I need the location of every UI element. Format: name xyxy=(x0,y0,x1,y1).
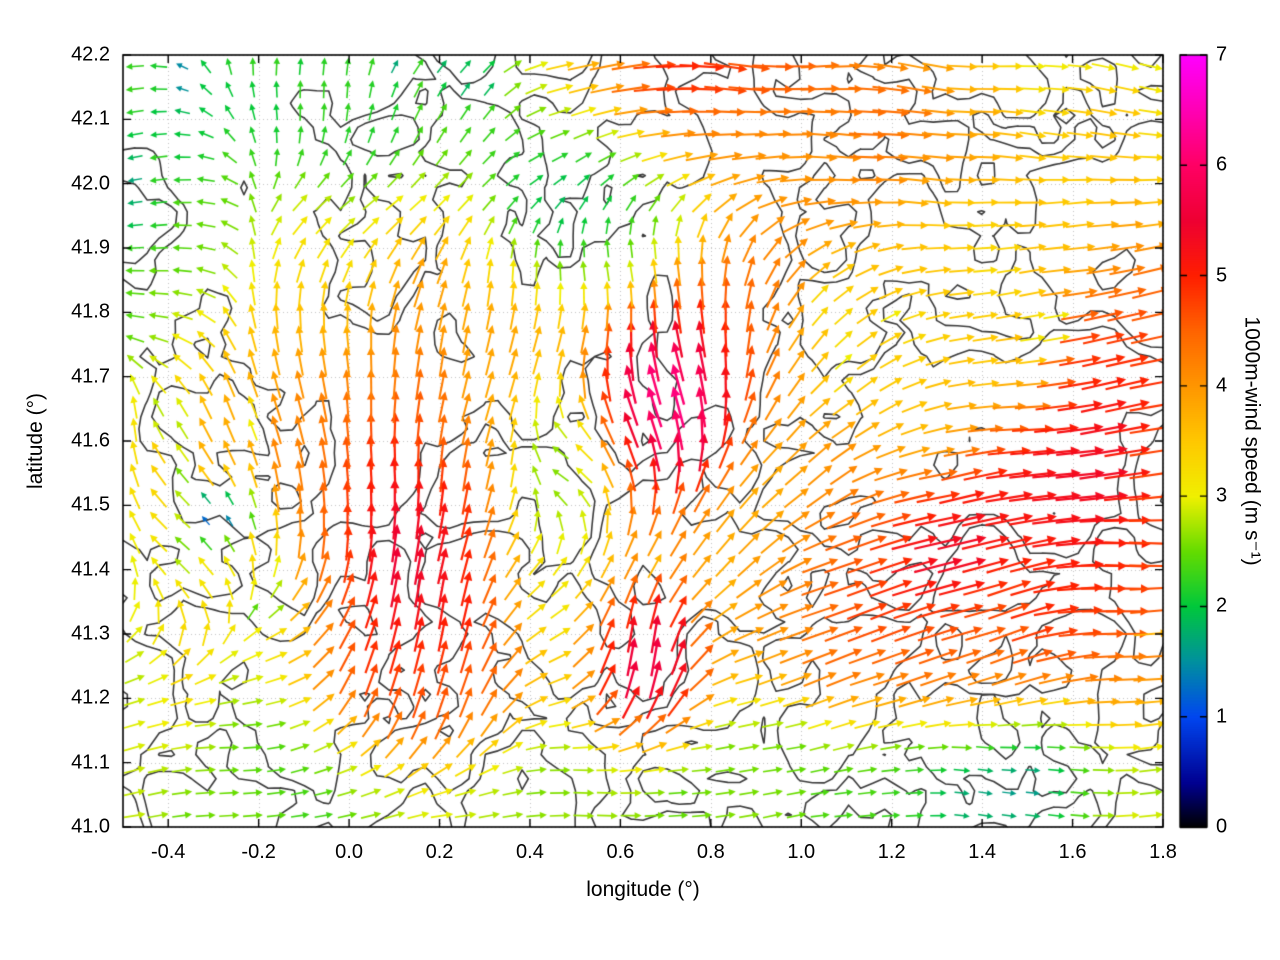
colorbar-tick-label: 0 xyxy=(1216,815,1228,838)
y-tick-label: 41.8 xyxy=(71,300,110,323)
colorbar-tick-label: 2 xyxy=(1216,594,1228,617)
y-axis-label: latitude (°) xyxy=(24,393,47,489)
x-axis-label: longitude (°) xyxy=(586,878,700,901)
y-tick-label: 41.1 xyxy=(71,751,110,774)
y-tick-label: 42.1 xyxy=(71,107,110,130)
x-tick-label: -0.4 xyxy=(150,841,186,863)
y-tick-label: 42.0 xyxy=(71,172,110,195)
y-tick-label: 41.0 xyxy=(71,815,110,838)
colorbar-tick-label: 4 xyxy=(1216,374,1228,397)
x-tick-label: 0.2 xyxy=(425,841,454,863)
x-tick-label: 1.6 xyxy=(1058,841,1087,863)
y-tick-label: 41.3 xyxy=(71,622,110,645)
x-tick-label: 0.4 xyxy=(516,841,544,863)
y-tick-label: 41.6 xyxy=(71,429,110,452)
colorbar-label: 1000m-wind speed (m s⁻¹) xyxy=(1240,316,1264,566)
y-tick-label: 41.9 xyxy=(71,236,110,259)
y-tick-label: 41.2 xyxy=(71,686,110,709)
y-tick-label: 41.7 xyxy=(71,365,110,388)
y-tick-label: 42.2 xyxy=(71,43,110,66)
colorbar-tick-label: 1 xyxy=(1216,705,1228,728)
x-tick-label: 1.0 xyxy=(787,841,816,863)
x-tick-label: 1.4 xyxy=(968,841,997,863)
colorbar-tick-label: 7 xyxy=(1216,43,1228,66)
x-tick-label: -0.2 xyxy=(241,841,276,863)
x-tick-label: 1.2 xyxy=(877,841,906,863)
colorbar-tick-label: 3 xyxy=(1216,484,1228,507)
y-tick-label: 41.4 xyxy=(71,558,110,581)
y-tick-label: 41.5 xyxy=(71,493,110,516)
x-tick-label: 0.8 xyxy=(696,841,725,863)
x-tick-label: 0.0 xyxy=(335,841,363,863)
colorbar-tick-label: 6 xyxy=(1216,153,1228,176)
x-tick-label: 1.8 xyxy=(1149,841,1177,863)
colorbar-tick-label: 5 xyxy=(1216,264,1228,287)
x-tick-label: 0.6 xyxy=(606,841,635,863)
